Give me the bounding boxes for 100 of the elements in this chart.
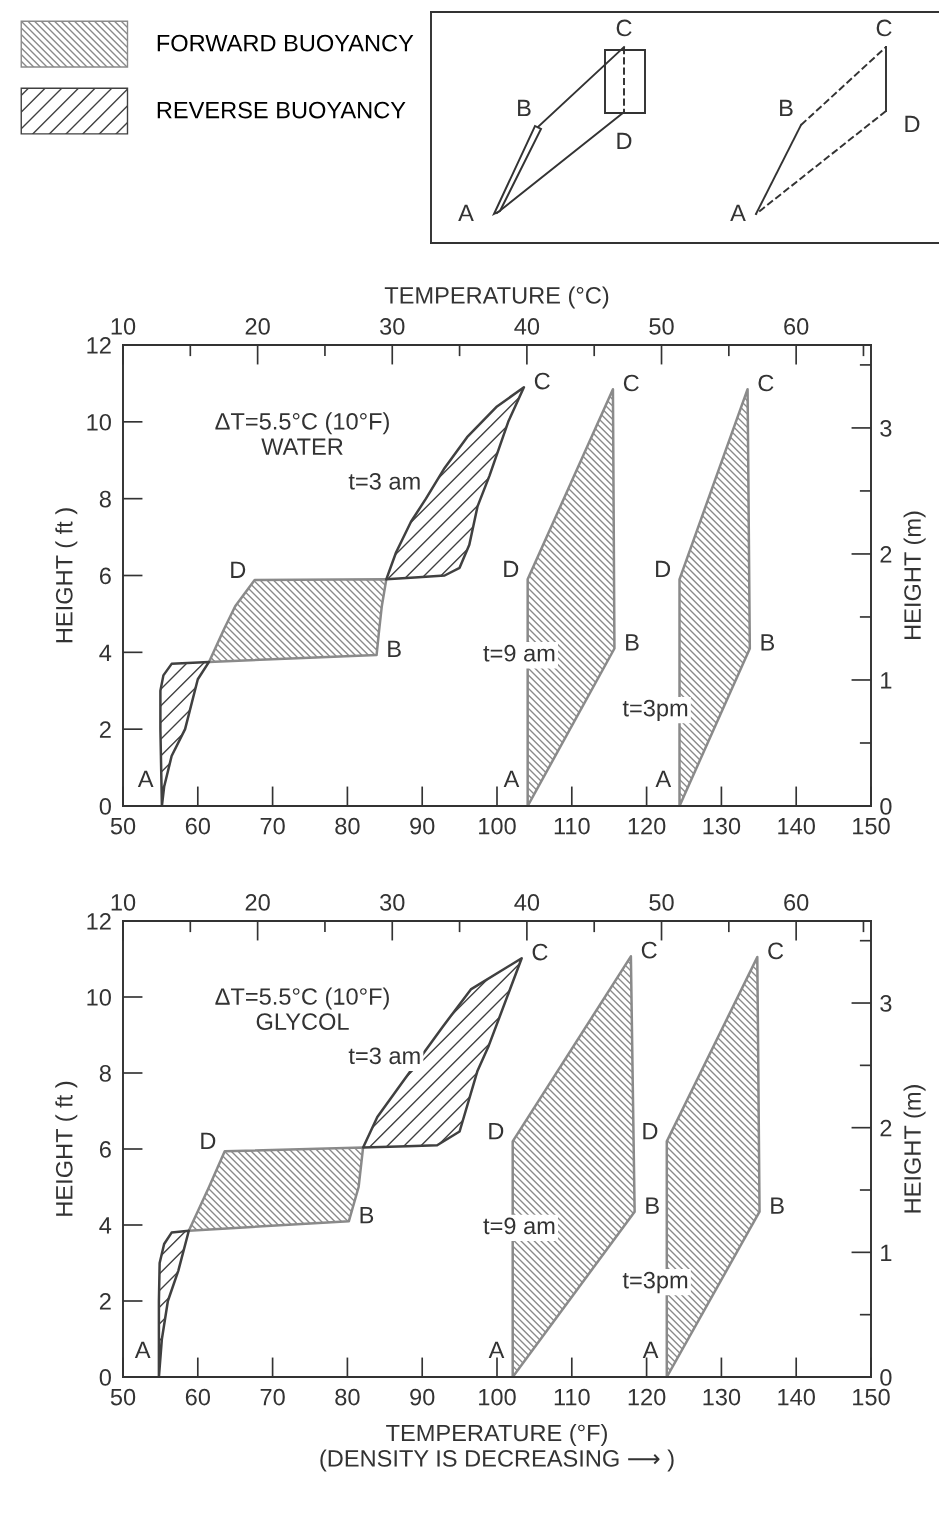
y-tick-label: 10 xyxy=(87,413,111,431)
x2-axis-title: TEMPERATURE (°C) xyxy=(384,286,609,309)
y-tick-label: 6 xyxy=(99,567,111,585)
annotation: D xyxy=(504,560,519,578)
annotation: ΔT=5.5°C (10°F) xyxy=(215,412,389,435)
y2-tick-label: 3 xyxy=(880,419,892,437)
x2-tick-label: 20 xyxy=(245,318,270,335)
x-tick-label: 110 xyxy=(554,1388,590,1406)
annotation: C xyxy=(768,942,784,960)
annotation: D xyxy=(231,561,246,578)
x-tick-label: 80 xyxy=(335,1388,360,1406)
x2-tick-label: 30 xyxy=(380,318,405,335)
annotation: D xyxy=(489,1122,504,1140)
legend-label: REVERSE BUOYANCY xyxy=(157,101,406,119)
y-tick-label: 2 xyxy=(99,721,111,738)
annotation: A xyxy=(655,770,672,788)
x-tick-label: 70 xyxy=(260,1388,285,1406)
annotation: D xyxy=(201,1132,216,1150)
x2-tick-label: 30 xyxy=(380,894,405,911)
x-tick-label: 140 xyxy=(778,1388,815,1406)
x2-tick-label: 20 xyxy=(245,894,270,911)
y-tick-label: 0 xyxy=(99,1369,111,1386)
x-tick-label: 90 xyxy=(410,817,435,835)
annotation: C xyxy=(532,943,548,961)
annotation: A xyxy=(503,770,520,788)
text: C xyxy=(616,19,632,37)
annotation: WATER xyxy=(261,438,343,455)
x2-tick-label: 40 xyxy=(514,318,540,335)
x-tick-label: 50 xyxy=(110,817,136,835)
annotation: C xyxy=(758,374,774,392)
text: D xyxy=(905,115,920,133)
annotation: B xyxy=(761,634,775,651)
y-axis-title: HEIGHT ( ft ) xyxy=(55,1081,78,1216)
y2-axis-title: HEIGHT (m) xyxy=(903,1085,926,1213)
x-tick-label: 120 xyxy=(628,817,666,835)
y2-tick-label: 1 xyxy=(881,1244,892,1261)
y-tick-label: 12 xyxy=(87,337,111,354)
text: A xyxy=(730,204,746,222)
x2-tick-label: 60 xyxy=(784,894,809,911)
y2-tick-label: 1 xyxy=(881,672,892,689)
x-tick-label: 90 xyxy=(410,1388,435,1406)
x-tick-label: 150 xyxy=(853,1388,890,1406)
x-tick-label: 110 xyxy=(554,817,590,835)
x-tick-label: 80 xyxy=(335,817,360,835)
y2-axis-title: HEIGHT (m) xyxy=(903,511,926,639)
annotation: C xyxy=(534,372,550,390)
text: A xyxy=(458,204,474,222)
x2-tick-label: 50 xyxy=(649,894,674,911)
annotation: D xyxy=(643,1122,658,1140)
x-tick-label: 150 xyxy=(853,817,890,835)
y2-tick-label: 2 xyxy=(880,546,892,563)
annotation: t=9 am xyxy=(483,644,555,662)
y-tick-label: 4 xyxy=(99,1217,112,1234)
annotation: C xyxy=(641,941,657,959)
annotation: t=3pm xyxy=(622,1271,688,1294)
annotation: B xyxy=(646,1197,659,1214)
text: B xyxy=(780,99,793,117)
annotation: A xyxy=(642,1341,659,1359)
x2-tick-label: 60 xyxy=(784,318,809,335)
y-tick-label: 8 xyxy=(99,490,111,508)
x2-tick-label: 40 xyxy=(514,894,540,911)
x-tick-label: 100 xyxy=(479,1388,516,1406)
x-tick-label: 140 xyxy=(778,817,815,835)
x2-tick-label: 10 xyxy=(111,318,136,335)
x-tick-label: 120 xyxy=(628,1388,666,1406)
annotation: A xyxy=(488,1341,505,1359)
y-tick-label: 10 xyxy=(87,989,111,1006)
x-tick-label: 100 xyxy=(479,817,516,835)
x-tick-label: 130 xyxy=(703,817,741,835)
annotation: t=3 am xyxy=(348,472,420,490)
y-tick-label: 0 xyxy=(99,798,111,815)
y2-tick-label: 0 xyxy=(880,1369,892,1386)
y-tick-label: 6 xyxy=(99,1141,111,1158)
x-tick-label: 60 xyxy=(185,817,211,835)
y-tick-label: 8 xyxy=(99,1065,111,1082)
y2-tick-label: 0 xyxy=(880,798,892,815)
annotation: GLYCOL xyxy=(256,1013,349,1030)
text: C xyxy=(876,19,892,37)
y-axis-title: HEIGHT ( ft ) xyxy=(55,508,78,643)
annotation: t=3pm xyxy=(622,699,688,722)
y-tick-label: 12 xyxy=(87,913,111,930)
x-tick-label: 70 xyxy=(260,817,285,835)
annotation: B xyxy=(626,634,639,651)
annotation: B xyxy=(771,1197,784,1214)
x-tick-label: 50 xyxy=(110,1388,136,1406)
y-tick-label: 4 xyxy=(99,644,112,661)
annotation: B xyxy=(388,640,401,657)
text: B xyxy=(518,99,531,117)
x-axis-title: TEMPERATURE (°F) (DENSITY IS DECREASING ⟶ ) xyxy=(320,1424,674,1472)
text: D xyxy=(617,132,632,150)
annotation: C xyxy=(623,374,639,392)
annotation: t=9 am xyxy=(483,1217,555,1235)
annotation: ΔT=5.5°C (10°F) xyxy=(215,987,389,1010)
x2-tick-label: 50 xyxy=(649,318,674,335)
x-tick-label: 130 xyxy=(703,1388,741,1406)
y-tick-label: 2 xyxy=(99,1293,111,1310)
x2-tick-label: 10 xyxy=(111,894,136,911)
y2-tick-label: 3 xyxy=(880,995,892,1012)
annotation: A xyxy=(134,1341,151,1359)
annotation: B xyxy=(360,1206,374,1224)
